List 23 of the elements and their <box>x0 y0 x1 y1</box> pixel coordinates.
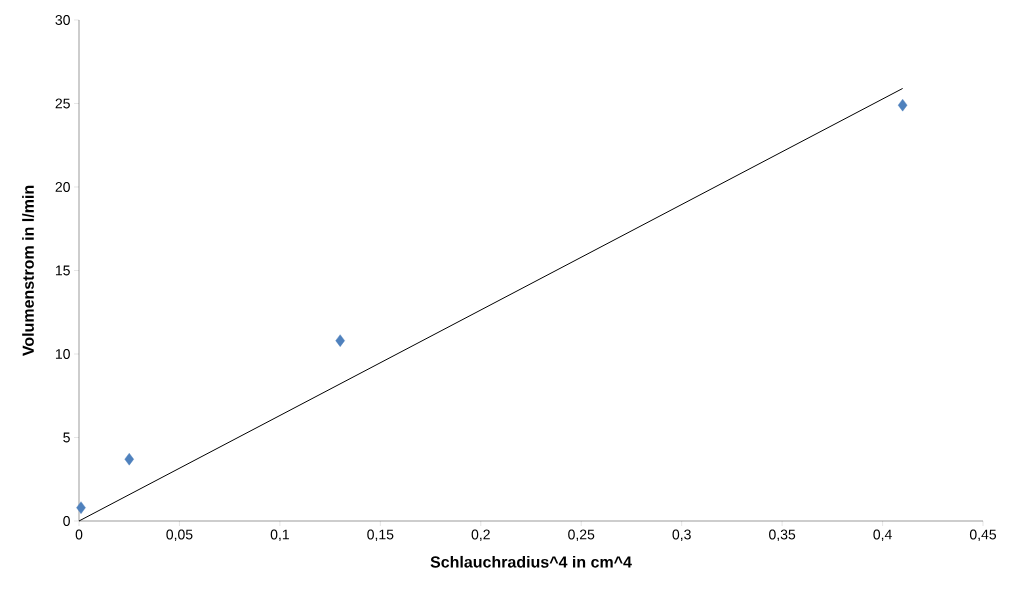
point <box>335 334 345 347</box>
point <box>897 98 908 112</box>
y-tick-label: 10 <box>55 349 70 359</box>
x-tick-label: 0,1 <box>270 529 289 542</box>
x-tick-label: 0,15 <box>367 529 394 542</box>
x-tick-label: 0 <box>75 529 83 540</box>
x-tick-label: 0,25 <box>568 529 595 542</box>
x-axis-title: Schlauchradius^4 in cm^4 <box>430 555 632 568</box>
point <box>76 501 86 514</box>
y-tick-label: 20 <box>55 182 70 192</box>
y-axis-title: Volumenstrom in l/min <box>22 185 35 357</box>
x-tick-label: 0,05 <box>166 529 193 542</box>
x-tick-label: 0,4 <box>873 529 892 542</box>
y-tick-label: 15 <box>55 265 70 276</box>
x-tick-label: 0,2 <box>471 529 490 542</box>
y-tick-label: 25 <box>55 98 70 109</box>
x-tick-label: 0,45 <box>969 529 997 542</box>
y-tick-label: 30 <box>55 15 70 25</box>
y-tick-label: 0 <box>63 516 70 526</box>
point <box>124 453 134 466</box>
y-tick-label: 5 <box>63 432 70 443</box>
x-tick-label: 0,3 <box>672 529 691 542</box>
x-tick-label: 0,35 <box>769 529 796 542</box>
